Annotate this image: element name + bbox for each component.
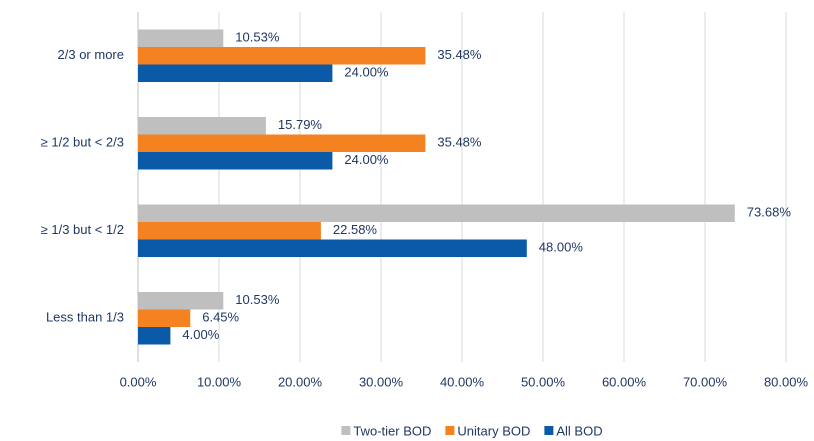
legend-swatch <box>445 426 455 435</box>
data-label: 10.53% <box>235 292 280 307</box>
data-label: 24.00% <box>344 152 389 167</box>
data-label: 35.48% <box>437 135 482 150</box>
data-label: 10.53% <box>235 30 280 45</box>
bar <box>138 29 224 47</box>
bar <box>138 222 321 240</box>
bar <box>138 152 333 170</box>
y-tick-label: 2/3 or more <box>58 47 124 62</box>
x-tick-label: 40.00% <box>440 374 485 389</box>
bar <box>138 64 333 82</box>
data-label: 6.45% <box>202 310 239 325</box>
bar <box>138 47 426 65</box>
x-tick-label: 50.00% <box>521 374 566 389</box>
bar <box>138 134 426 152</box>
bar <box>138 239 527 257</box>
x-tick-label: 60.00% <box>602 374 647 389</box>
legend-swatch <box>341 426 351 435</box>
data-label: 48.00% <box>539 240 584 255</box>
data-label: 73.68% <box>747 205 792 220</box>
x-tick-label: 0.00% <box>120 374 157 389</box>
bar <box>138 327 171 345</box>
bar <box>138 204 735 222</box>
bar <box>138 292 224 310</box>
data-label: 15.79% <box>278 117 323 132</box>
data-label: 4.00% <box>182 327 219 342</box>
x-tick-label: 70.00% <box>683 374 728 389</box>
y-tick-label: ≥ 1/2 but < 2/3 <box>41 135 124 150</box>
legend-label: Two-tier BOD <box>353 423 431 438</box>
bar <box>138 309 191 327</box>
x-tick-label: 80.00% <box>764 374 809 389</box>
data-label: 35.48% <box>437 47 482 62</box>
legend-swatch <box>544 426 554 435</box>
legend-label: All BOD <box>556 423 602 438</box>
y-tick-label: ≥ 1/3 but < 1/2 <box>41 222 124 237</box>
data-label: 24.00% <box>344 65 389 80</box>
x-tick-label: 30.00% <box>359 374 404 389</box>
x-tick-label: 10.00% <box>197 374 242 389</box>
y-tick-label: Less than 1/3 <box>46 310 124 325</box>
bar <box>138 117 266 135</box>
x-tick-label: 20.00% <box>278 374 323 389</box>
legend-label: Unitary BOD <box>457 423 530 438</box>
data-label: 22.58% <box>333 222 378 237</box>
